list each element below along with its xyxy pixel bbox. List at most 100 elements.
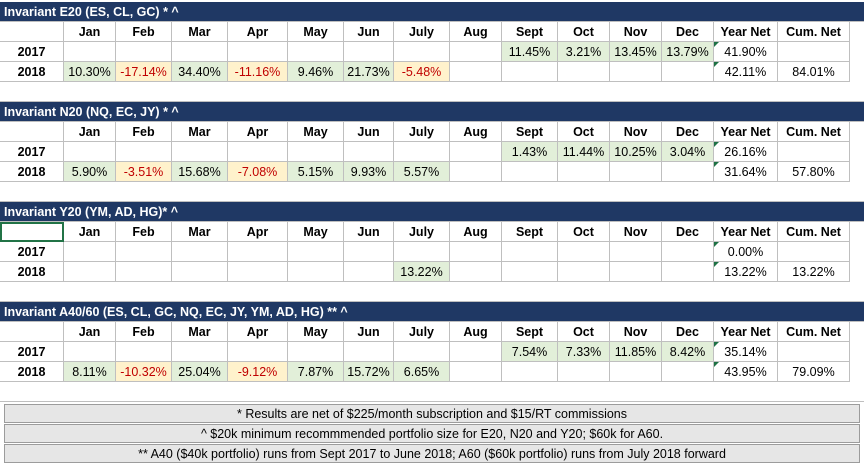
month-header[interactable]: July (394, 122, 450, 142)
year-net-header[interactable]: Year Net (714, 222, 778, 242)
month-value[interactable] (558, 162, 610, 182)
cum-net-value[interactable] (778, 142, 850, 162)
month-header[interactable]: Sept (502, 22, 558, 42)
section-title[interactable]: Invariant N20 (NQ, EC, JY) * ^ (0, 102, 864, 122)
month-value[interactable] (116, 142, 172, 162)
month-header[interactable]: Apr (228, 322, 288, 342)
month-header[interactable]: Nov (610, 22, 662, 42)
month-header[interactable]: Aug (450, 222, 502, 242)
month-header[interactable]: Mar (172, 22, 228, 42)
month-value[interactable] (610, 262, 662, 282)
month-header[interactable]: May (288, 222, 344, 242)
month-header[interactable]: May (288, 122, 344, 142)
month-value[interactable]: 7.54% (502, 342, 558, 362)
month-value[interactable] (64, 262, 116, 282)
month-header[interactable]: Apr (228, 222, 288, 242)
month-value[interactable] (116, 262, 172, 282)
month-value[interactable]: 13.79% (662, 42, 714, 62)
month-value[interactable] (64, 142, 116, 162)
month-value[interactable]: 6.65% (394, 362, 450, 382)
month-value[interactable] (662, 162, 714, 182)
month-value[interactable]: 25.04% (172, 362, 228, 382)
month-value[interactable]: -10.32% (116, 362, 172, 382)
month-value[interactable] (450, 342, 502, 362)
month-header[interactable]: Feb (116, 322, 172, 342)
month-value[interactable] (116, 242, 172, 262)
year-net-header[interactable]: Year Net (714, 22, 778, 42)
month-header[interactable]: Aug (450, 22, 502, 42)
month-value[interactable]: -3.51% (116, 162, 172, 182)
month-value[interactable] (288, 262, 344, 282)
month-value[interactable]: 15.68% (172, 162, 228, 182)
month-header[interactable]: Nov (610, 322, 662, 342)
month-header[interactable]: Dec (662, 122, 714, 142)
cum-net-value[interactable] (778, 242, 850, 262)
month-value[interactable]: 3.04% (662, 142, 714, 162)
month-value[interactable] (558, 242, 610, 262)
month-value[interactable]: 10.30% (64, 62, 116, 82)
year-net-value[interactable]: 35.14% (714, 342, 778, 362)
month-value[interactable]: 21.73% (344, 62, 394, 82)
month-header[interactable]: Dec (662, 22, 714, 42)
month-header[interactable]: May (288, 22, 344, 42)
month-value[interactable] (450, 142, 502, 162)
month-value[interactable] (288, 42, 344, 62)
month-value[interactable] (116, 42, 172, 62)
month-value[interactable] (344, 142, 394, 162)
month-header[interactable]: Jan (64, 222, 116, 242)
month-value[interactable]: 34.40% (172, 62, 228, 82)
month-value[interactable] (228, 262, 288, 282)
month-value[interactable]: -7.08% (228, 162, 288, 182)
month-header[interactable]: Jan (64, 122, 116, 142)
month-value[interactable] (450, 262, 502, 282)
year-label[interactable]: 2018 (0, 162, 64, 182)
month-value[interactable] (450, 242, 502, 262)
month-value[interactable] (64, 242, 116, 262)
month-value[interactable] (662, 262, 714, 282)
month-value[interactable] (610, 242, 662, 262)
month-value[interactable] (662, 242, 714, 262)
month-value[interactable]: 3.21% (558, 42, 610, 62)
month-value[interactable] (228, 42, 288, 62)
month-value[interactable] (610, 362, 662, 382)
year-label[interactable]: 2017 (0, 342, 64, 362)
month-value[interactable] (288, 342, 344, 362)
month-value[interactable] (344, 42, 394, 62)
month-value[interactable] (450, 162, 502, 182)
month-value[interactable] (502, 162, 558, 182)
month-value[interactable] (172, 262, 228, 282)
month-value[interactable] (450, 362, 502, 382)
blank-cell[interactable] (0, 382, 864, 402)
month-header[interactable]: Jun (344, 122, 394, 142)
month-value[interactable] (662, 362, 714, 382)
month-header[interactable]: Aug (450, 122, 502, 142)
month-value[interactable] (172, 142, 228, 162)
month-header[interactable]: Mar (172, 122, 228, 142)
cum-net-value[interactable]: 79.09% (778, 362, 850, 382)
month-value[interactable] (502, 362, 558, 382)
section-title[interactable]: Invariant A40/60 (ES, CL, GC, NQ, EC, JY… (0, 302, 864, 322)
month-header[interactable]: Apr (228, 22, 288, 42)
month-value[interactable] (344, 262, 394, 282)
month-header[interactable]: Nov (610, 222, 662, 242)
month-value[interactable] (502, 62, 558, 82)
corner-cell[interactable] (0, 222, 64, 242)
month-value[interactable]: -11.16% (228, 62, 288, 82)
year-net-value[interactable]: 31.64% (714, 162, 778, 182)
cum-net-value[interactable]: 13.22% (778, 262, 850, 282)
month-value[interactable]: 11.85% (610, 342, 662, 362)
corner-cell[interactable] (0, 322, 64, 342)
month-value[interactable] (228, 342, 288, 362)
year-net-header[interactable]: Year Net (714, 122, 778, 142)
month-header[interactable]: Oct (558, 22, 610, 42)
month-value[interactable] (394, 242, 450, 262)
month-header[interactable]: Mar (172, 322, 228, 342)
month-value[interactable] (394, 342, 450, 362)
month-value[interactable] (394, 42, 450, 62)
month-value[interactable] (502, 262, 558, 282)
month-header[interactable]: Jun (344, 222, 394, 242)
cum-net-value[interactable]: 57.80% (778, 162, 850, 182)
month-header[interactable]: Jan (64, 22, 116, 42)
month-value[interactable]: 13.22% (394, 262, 450, 282)
month-value[interactable]: 15.72% (344, 362, 394, 382)
